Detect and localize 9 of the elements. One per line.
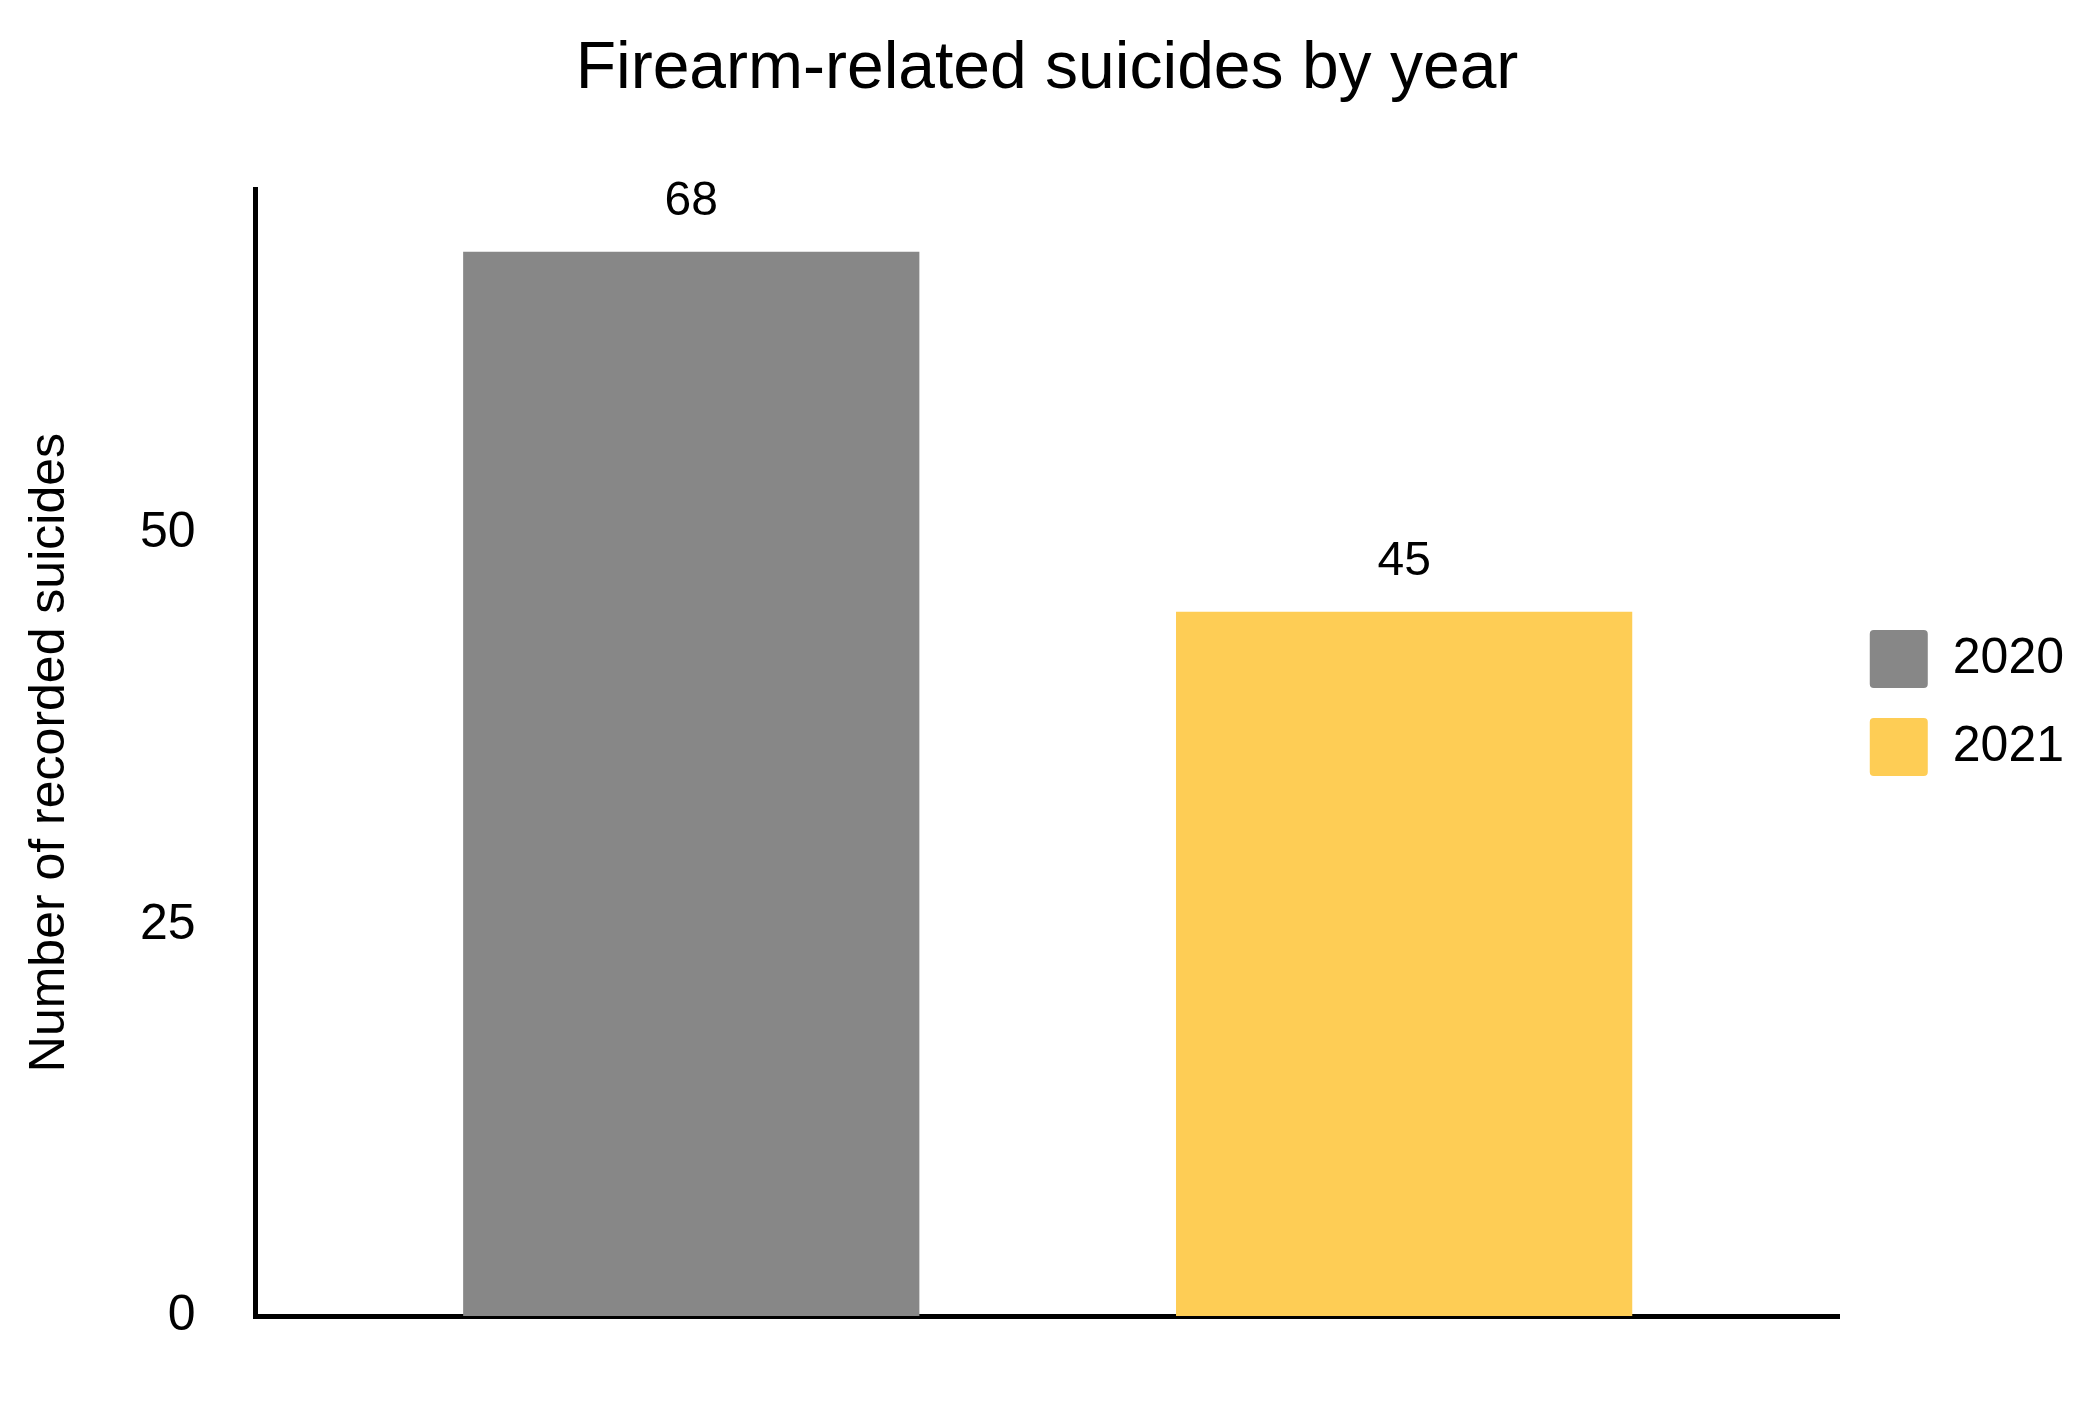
y-tick-label: 0 [167,1284,196,1341]
legend-label: 2021 [1952,715,2064,772]
data-label: 45 [1377,531,1431,585]
y-axis-title: Number of recorded suicides [18,433,75,1073]
legend-label: 2020 [1952,627,2064,684]
chart-title: Firearm-related suicides by year [575,27,1519,102]
y-tick-label: 25 [139,893,196,950]
data-label: 68 [664,172,718,226]
y-tick-label: 50 [139,502,196,559]
